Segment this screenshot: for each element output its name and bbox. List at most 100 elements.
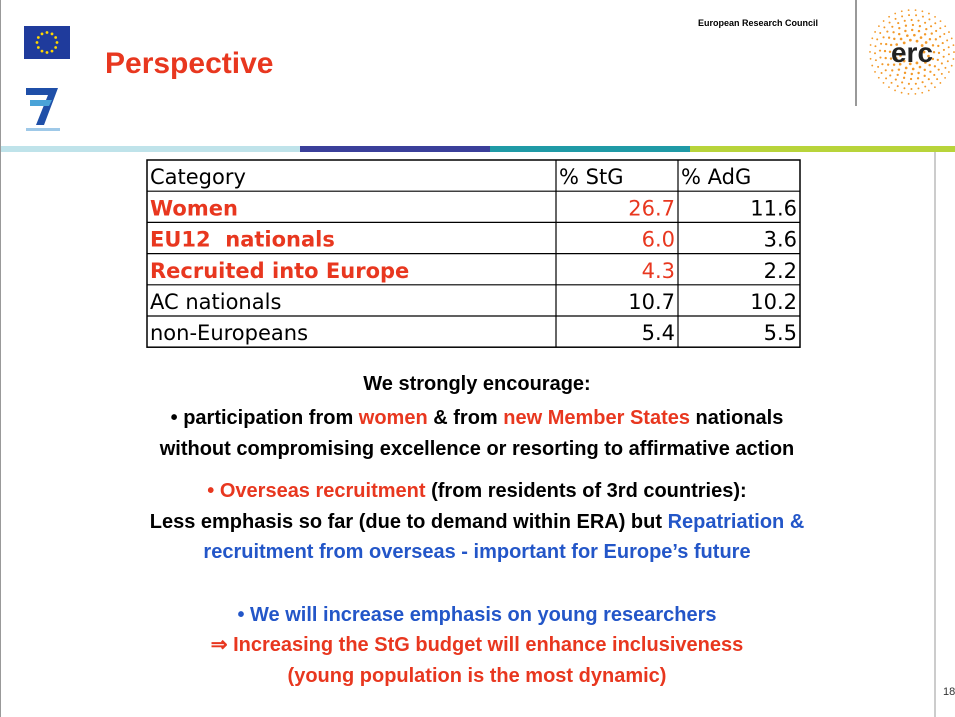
logo-dot bbox=[922, 50, 926, 54]
body-line: • We will increase emphasis on young res… bbox=[237, 604, 716, 626]
logo-dot bbox=[952, 44, 955, 47]
value-cell: 2.2 bbox=[764, 259, 797, 283]
column-header: % StG bbox=[559, 165, 623, 189]
logo-dot bbox=[887, 63, 890, 66]
logo-dot bbox=[897, 68, 901, 71]
value-cell: 5.4 bbox=[642, 321, 675, 345]
logo-dot bbox=[878, 49, 882, 52]
logo-dot bbox=[939, 27, 942, 30]
logo-dot bbox=[874, 71, 876, 73]
logo-dot bbox=[921, 10, 924, 13]
flag-star bbox=[50, 49, 54, 53]
logo-dot bbox=[939, 20, 942, 23]
eu-flag bbox=[24, 26, 70, 59]
logo-dot bbox=[882, 20, 885, 22]
logo-dot bbox=[924, 85, 927, 88]
logo-dot bbox=[893, 50, 897, 53]
category-cell: AC nationals bbox=[150, 290, 281, 314]
text-segment: (young population is the most dynamic) bbox=[288, 665, 667, 687]
logo-dot bbox=[878, 25, 880, 28]
logo-dot bbox=[902, 76, 906, 79]
logo-dot bbox=[934, 38, 937, 41]
logo-dot bbox=[923, 74, 926, 77]
logo-dot bbox=[899, 47, 902, 50]
logo-dot bbox=[897, 32, 901, 36]
logo-dot bbox=[927, 89, 930, 92]
flag-star bbox=[40, 32, 44, 36]
logo-dot bbox=[934, 86, 936, 89]
logo-dot bbox=[907, 9, 910, 12]
logo-dot bbox=[936, 58, 939, 62]
category-cell: Women bbox=[150, 196, 238, 220]
logo-dot bbox=[877, 65, 880, 68]
logo-dot bbox=[884, 69, 887, 72]
logo-dot bbox=[892, 63, 896, 67]
logo-dot bbox=[921, 91, 924, 94]
logo-dot bbox=[937, 68, 940, 71]
logo-dot bbox=[921, 81, 924, 84]
text-segment: (from residents of 3rd countries): bbox=[426, 480, 747, 502]
logo-dot bbox=[908, 62, 912, 66]
value-cell: 6.0 bbox=[642, 228, 675, 252]
logo-dot bbox=[874, 45, 877, 48]
logo-dot bbox=[884, 56, 887, 60]
logo-dot bbox=[943, 32, 946, 35]
logo-dot bbox=[902, 41, 906, 45]
flag-star bbox=[55, 41, 59, 44]
category-cell: Recruited into Europe bbox=[150, 259, 409, 283]
body-line: recruitment from overseas - important fo… bbox=[203, 541, 750, 563]
logo-dot bbox=[888, 15, 890, 18]
logo-dot bbox=[930, 82, 933, 85]
logo-dot bbox=[942, 55, 945, 58]
body-line: • Overseas recruitment (from residents o… bbox=[207, 480, 746, 502]
logo-dot bbox=[944, 76, 946, 79]
body-text: We strongly encourage: • participation fr… bbox=[150, 373, 805, 687]
logo-dot bbox=[914, 82, 917, 85]
logo-dot bbox=[874, 59, 877, 62]
logo-dot bbox=[900, 91, 903, 94]
logo-dot bbox=[935, 29, 938, 33]
logo-dot bbox=[879, 56, 882, 59]
value-cell: 10.2 bbox=[750, 290, 797, 314]
logo-dot bbox=[910, 28, 914, 32]
logo-dot bbox=[934, 22, 937, 25]
fp7-logo bbox=[26, 88, 60, 131]
logo-dot bbox=[933, 65, 937, 68]
logo-dot bbox=[903, 71, 907, 75]
body-line: • participation from women & from new Me… bbox=[171, 407, 784, 429]
logo-dot bbox=[916, 77, 920, 80]
logo-dot bbox=[914, 92, 917, 95]
logo-dot bbox=[932, 50, 936, 54]
logo-dot bbox=[915, 39, 919, 43]
logo-dot bbox=[944, 25, 947, 28]
logo-dot bbox=[929, 70, 932, 73]
body-line: We strongly encourage: bbox=[363, 373, 590, 395]
logo-dot bbox=[895, 43, 899, 46]
logo-dot bbox=[918, 65, 922, 69]
logo-dot bbox=[889, 57, 893, 60]
logo-dot bbox=[923, 33, 927, 36]
logo-dot bbox=[869, 44, 872, 46]
logo-dot bbox=[946, 39, 949, 42]
logo-dot bbox=[901, 81, 904, 84]
logo-dot bbox=[910, 18, 913, 22]
value-cell: 3.6 bbox=[764, 228, 797, 252]
logo-dot bbox=[871, 64, 874, 67]
logo-dot bbox=[869, 57, 872, 60]
value-cell: 4.3 bbox=[642, 259, 675, 283]
logo-dot bbox=[947, 46, 950, 49]
flag-star bbox=[54, 46, 58, 49]
category-cell: non-Europeans bbox=[150, 321, 308, 345]
logo-dot bbox=[879, 32, 882, 35]
logo-dot bbox=[915, 61, 919, 65]
logo-dot bbox=[914, 9, 917, 12]
text-segment: We strongly encourage: bbox=[363, 373, 590, 395]
logo-dot bbox=[883, 26, 886, 29]
logo-dot bbox=[890, 81, 893, 84]
logo-dot bbox=[944, 66, 947, 69]
logo-dot bbox=[894, 17, 897, 20]
logo-dot bbox=[902, 59, 906, 63]
logo-dot bbox=[898, 62, 902, 66]
logo-dot bbox=[946, 60, 949, 63]
